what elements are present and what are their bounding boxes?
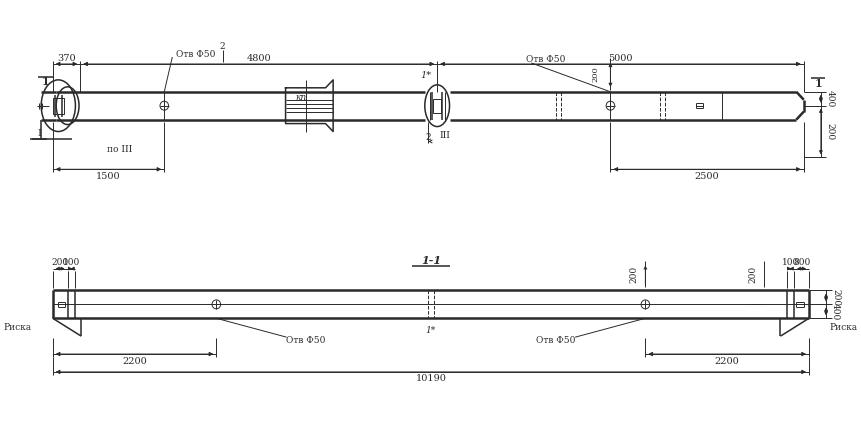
Text: 400: 400 (831, 303, 840, 320)
Text: 10190: 10190 (415, 374, 446, 384)
Text: 2200: 2200 (715, 357, 740, 365)
Text: Риска: Риска (3, 323, 32, 332)
Text: кп: кп (295, 93, 307, 102)
Text: 1-1: 1-1 (421, 255, 441, 266)
Text: 1: 1 (41, 76, 49, 87)
Text: 1*: 1* (425, 326, 436, 335)
Text: 200: 200 (748, 266, 758, 283)
Text: 370: 370 (57, 53, 76, 62)
Text: Отв Ф50: Отв Ф50 (286, 336, 325, 345)
Text: Риска: Риска (830, 323, 858, 332)
Text: по III: по III (107, 145, 133, 154)
Bar (53, 98, 64, 114)
Text: 1*: 1* (420, 72, 431, 80)
Text: 200: 200 (831, 289, 840, 306)
Text: 1500: 1500 (96, 172, 121, 181)
Text: 200: 200 (592, 66, 599, 82)
Text: 100: 100 (63, 258, 80, 267)
Text: 1: 1 (815, 78, 822, 89)
Text: 2: 2 (220, 42, 226, 51)
Text: 2200: 2200 (122, 357, 147, 365)
Text: 5000: 5000 (608, 53, 633, 62)
Text: 200: 200 (52, 258, 69, 267)
Text: 200: 200 (629, 266, 639, 283)
Text: Отв Ф50: Отв Ф50 (536, 336, 576, 345)
Text: 2500: 2500 (695, 172, 720, 181)
Text: 100: 100 (782, 258, 799, 267)
Text: I: I (37, 129, 41, 138)
Text: Отв Ф50: Отв Ф50 (177, 50, 216, 59)
Text: III: III (439, 131, 450, 140)
Bar (433, 99, 441, 113)
Text: Отв Ф50: Отв Ф50 (526, 56, 566, 64)
Text: 400: 400 (826, 90, 835, 107)
Text: 800: 800 (793, 258, 810, 267)
Text: 2: 2 (425, 133, 431, 142)
Text: 200: 200 (826, 123, 835, 140)
Text: 4800: 4800 (246, 53, 271, 62)
